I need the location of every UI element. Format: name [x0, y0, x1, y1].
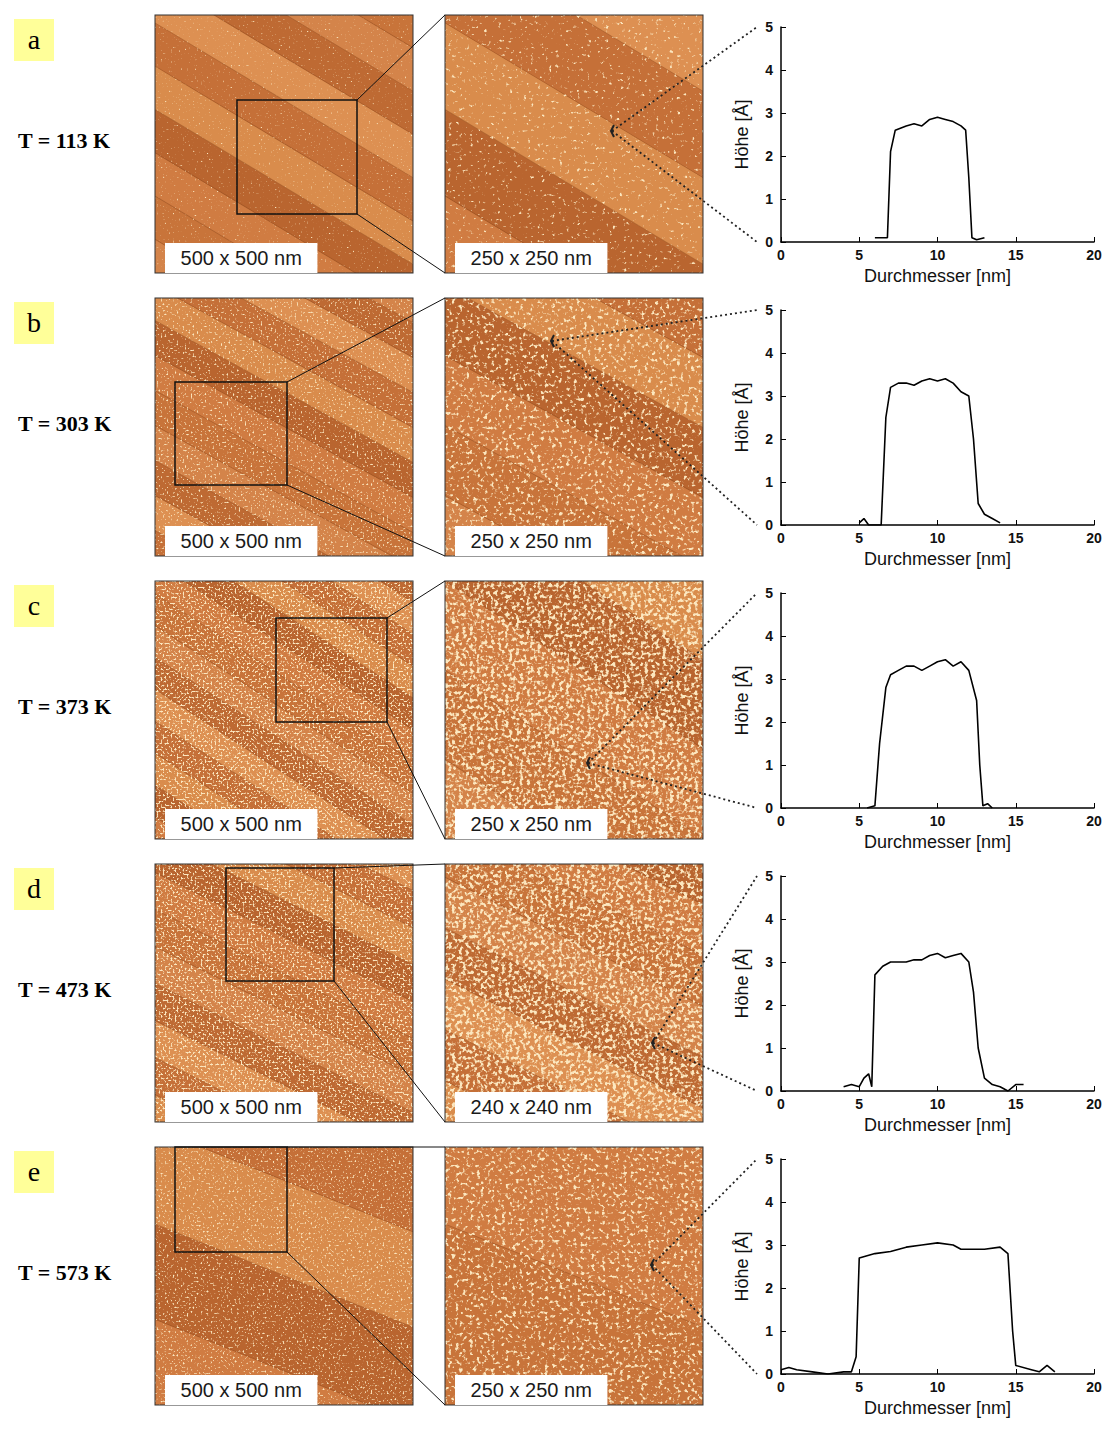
svg-text:1: 1	[765, 1040, 773, 1056]
svg-text:1: 1	[765, 474, 773, 490]
svg-text:10: 10	[930, 1096, 946, 1112]
svg-text:2: 2	[765, 148, 773, 164]
svg-text:15: 15	[1008, 1379, 1024, 1395]
svg-text:5: 5	[855, 1096, 863, 1112]
svg-text:250 x 250 nm: 250 x 250 nm	[471, 530, 592, 552]
svg-text:Höhe [Å]: Höhe [Å]	[732, 99, 752, 169]
svg-text:0: 0	[765, 1366, 773, 1382]
svg-text:20: 20	[1086, 1096, 1102, 1112]
svg-text:20: 20	[1086, 247, 1102, 263]
svg-text:15: 15	[1008, 1096, 1024, 1112]
svg-text:1: 1	[765, 191, 773, 207]
svg-text:0: 0	[777, 247, 785, 263]
svg-text:1: 1	[765, 1323, 773, 1339]
svg-text:15: 15	[1008, 813, 1024, 829]
svg-text:20: 20	[1086, 813, 1102, 829]
svg-text:4: 4	[765, 1194, 773, 1210]
svg-text:250 x 250 nm: 250 x 250 nm	[471, 247, 592, 269]
svg-text:0: 0	[777, 1096, 785, 1112]
svg-text:0: 0	[765, 1083, 773, 1099]
svg-text:Höhe [Å]: Höhe [Å]	[732, 665, 752, 735]
svg-text:10: 10	[930, 247, 946, 263]
svg-text:5: 5	[765, 585, 773, 601]
svg-text:4: 4	[765, 345, 773, 361]
svg-text:10: 10	[930, 530, 946, 546]
svg-text:500 x 500 nm: 500 x 500 nm	[181, 530, 302, 552]
svg-text:c: c	[28, 590, 40, 621]
svg-text:250 x 250 nm: 250 x 250 nm	[471, 813, 592, 835]
svg-text:Höhe [Å]: Höhe [Å]	[732, 1231, 752, 1301]
svg-text:Durchmesser [nm]: Durchmesser [nm]	[864, 266, 1011, 286]
svg-text:5: 5	[855, 813, 863, 829]
svg-text:d: d	[27, 873, 41, 904]
svg-text:500 x 500 nm: 500 x 500 nm	[181, 813, 302, 835]
svg-text:3: 3	[765, 954, 773, 970]
svg-text:b: b	[27, 307, 41, 338]
svg-text:3: 3	[765, 671, 773, 687]
svg-text:Durchmesser [nm]: Durchmesser [nm]	[864, 549, 1011, 569]
svg-text:4: 4	[765, 628, 773, 644]
svg-text:10: 10	[930, 813, 946, 829]
svg-text:2: 2	[765, 714, 773, 730]
svg-text:Durchmesser [nm]: Durchmesser [nm]	[864, 1398, 1011, 1418]
svg-text:5: 5	[765, 868, 773, 884]
svg-text:Höhe [Å]: Höhe [Å]	[732, 382, 752, 452]
svg-text:10: 10	[930, 1379, 946, 1395]
svg-text:5: 5	[765, 302, 773, 318]
svg-text:T = 573 K: T = 573 K	[18, 1260, 111, 1285]
svg-text:250 x 250 nm: 250 x 250 nm	[471, 1379, 592, 1401]
svg-text:T = 373 K: T = 373 K	[18, 694, 111, 719]
svg-text:2: 2	[765, 431, 773, 447]
svg-text:0: 0	[765, 800, 773, 816]
svg-text:15: 15	[1008, 247, 1024, 263]
svg-text:5: 5	[855, 247, 863, 263]
svg-text:15: 15	[1008, 530, 1024, 546]
svg-text:Durchmesser [nm]: Durchmesser [nm]	[864, 1115, 1011, 1135]
svg-text:240 x 240 nm: 240 x 240 nm	[471, 1096, 592, 1118]
svg-text:a: a	[28, 24, 41, 55]
svg-text:5: 5	[855, 530, 863, 546]
svg-text:3: 3	[765, 105, 773, 121]
svg-text:Höhe [Å]: Höhe [Å]	[732, 948, 752, 1018]
svg-text:5: 5	[765, 1151, 773, 1167]
svg-text:T = 473 K: T = 473 K	[18, 977, 111, 1002]
svg-text:0: 0	[765, 517, 773, 533]
svg-text:5: 5	[765, 19, 773, 35]
svg-text:0: 0	[777, 530, 785, 546]
svg-text:5: 5	[855, 1379, 863, 1395]
svg-text:4: 4	[765, 911, 773, 927]
svg-text:T = 113 K: T = 113 K	[18, 128, 110, 153]
svg-text:500 x 500 nm: 500 x 500 nm	[181, 247, 302, 269]
svg-text:2: 2	[765, 997, 773, 1013]
svg-text:20: 20	[1086, 530, 1102, 546]
svg-text:0: 0	[777, 813, 785, 829]
svg-text:T = 303 K: T = 303 K	[18, 411, 111, 436]
svg-text:20: 20	[1086, 1379, 1102, 1395]
svg-text:Durchmesser [nm]: Durchmesser [nm]	[864, 832, 1011, 852]
svg-text:e: e	[28, 1156, 40, 1187]
svg-text:500 x 500 nm: 500 x 500 nm	[181, 1379, 302, 1401]
svg-text:0: 0	[765, 234, 773, 250]
svg-text:4: 4	[765, 62, 773, 78]
svg-text:0: 0	[777, 1379, 785, 1395]
svg-text:3: 3	[765, 1237, 773, 1253]
svg-text:500 x 500 nm: 500 x 500 nm	[181, 1096, 302, 1118]
svg-text:2: 2	[765, 1280, 773, 1296]
svg-text:1: 1	[765, 757, 773, 773]
svg-text:3: 3	[765, 388, 773, 404]
